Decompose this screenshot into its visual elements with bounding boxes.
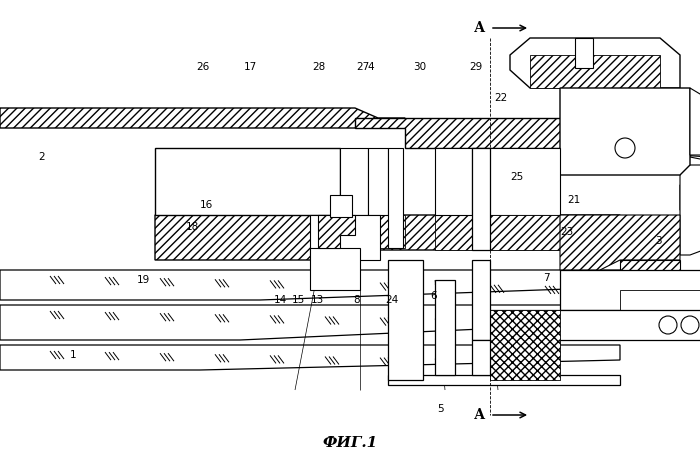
Polygon shape	[620, 118, 700, 148]
Polygon shape	[0, 108, 405, 128]
Polygon shape	[690, 88, 700, 155]
Text: 3: 3	[654, 236, 661, 246]
Polygon shape	[472, 215, 560, 250]
Polygon shape	[620, 290, 700, 310]
Polygon shape	[680, 155, 700, 210]
Text: 24: 24	[386, 295, 398, 305]
Polygon shape	[388, 260, 423, 380]
Polygon shape	[560, 88, 690, 175]
Polygon shape	[340, 148, 368, 215]
Polygon shape	[0, 270, 680, 300]
Circle shape	[615, 138, 635, 158]
Polygon shape	[0, 305, 680, 340]
Polygon shape	[435, 148, 472, 215]
Text: 2: 2	[38, 152, 46, 162]
Polygon shape	[318, 215, 355, 248]
Text: А: А	[474, 408, 485, 422]
Polygon shape	[435, 215, 472, 250]
Text: 26: 26	[197, 62, 209, 72]
Polygon shape	[435, 280, 455, 375]
Polygon shape	[155, 148, 340, 215]
Polygon shape	[355, 118, 620, 148]
Text: 8: 8	[354, 295, 360, 305]
Circle shape	[681, 316, 699, 334]
Polygon shape	[560, 270, 700, 310]
Polygon shape	[388, 148, 403, 248]
Text: 18: 18	[186, 222, 199, 233]
Polygon shape	[620, 260, 680, 310]
Text: 23: 23	[561, 227, 573, 237]
Text: 15: 15	[293, 295, 305, 305]
Polygon shape	[368, 148, 388, 215]
Text: 21: 21	[568, 195, 580, 205]
Circle shape	[659, 316, 677, 334]
Polygon shape	[472, 260, 490, 340]
Text: 16: 16	[200, 200, 213, 210]
Polygon shape	[510, 38, 680, 88]
Text: 13: 13	[311, 295, 323, 305]
Text: 25: 25	[510, 172, 523, 182]
Polygon shape	[155, 215, 620, 260]
Polygon shape	[560, 215, 680, 270]
Polygon shape	[472, 148, 560, 215]
Polygon shape	[310, 215, 380, 260]
Text: А: А	[474, 21, 485, 35]
Text: 28: 28	[313, 62, 326, 72]
Text: 4: 4	[368, 62, 374, 72]
Polygon shape	[490, 310, 700, 340]
Text: 7: 7	[542, 273, 550, 283]
Polygon shape	[388, 375, 620, 385]
Text: 6: 6	[430, 291, 438, 301]
Text: 30: 30	[414, 62, 426, 72]
Polygon shape	[472, 340, 490, 375]
Text: 1: 1	[70, 350, 77, 360]
Text: 22: 22	[494, 93, 507, 103]
Text: 14: 14	[274, 295, 286, 305]
Text: 5: 5	[438, 404, 444, 415]
Polygon shape	[575, 38, 593, 68]
Text: 17: 17	[244, 62, 257, 72]
Text: 27: 27	[356, 62, 369, 72]
Text: 29: 29	[470, 62, 482, 72]
Polygon shape	[472, 148, 490, 250]
Polygon shape	[310, 248, 360, 290]
Polygon shape	[330, 195, 352, 217]
Polygon shape	[340, 215, 405, 248]
Polygon shape	[530, 55, 660, 88]
Text: 19: 19	[137, 275, 150, 285]
Polygon shape	[680, 165, 700, 255]
Polygon shape	[490, 310, 560, 380]
Text: ФИГ.1: ФИГ.1	[323, 436, 377, 450]
Polygon shape	[0, 345, 620, 370]
